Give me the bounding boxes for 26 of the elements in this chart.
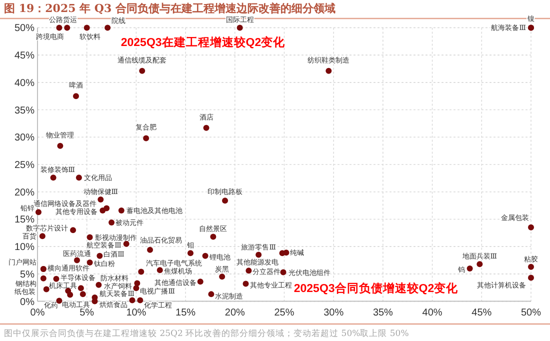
- x-tick-label: 5%: [80, 307, 94, 318]
- y-tick-label: 40%: [14, 78, 35, 89]
- x-axis-title: 2025Q3合同负债增速较Q2变化: [294, 281, 460, 295]
- x-tick-label: 0%: [30, 307, 45, 318]
- x-tick-label: 25%: [274, 307, 294, 318]
- x-tick-label: 50%: [520, 307, 542, 318]
- y-tick-label: 35%: [14, 105, 35, 116]
- x-tick-label: 45%: [472, 307, 492, 318]
- x-tick-label: 35%: [372, 307, 394, 318]
- y-tick-label: 5%: [20, 269, 35, 280]
- x-tick-label: 20%: [224, 307, 246, 318]
- y-axis-title: 2025Q3在建工程增速较Q2变化: [120, 35, 286, 49]
- y-tick-label: 20%: [14, 187, 35, 198]
- x-tick-label: 40%: [422, 307, 442, 318]
- y-tick-label: 50%: [14, 23, 35, 34]
- text: 图中仅展示合同负债与在建工程增速较 25Q2 环比改善的部分细分领域；变动若超过 50%取上限 50%: [4, 328, 409, 339]
- y-tick-label: 25%: [14, 160, 35, 171]
- y-tick-label: 15%: [14, 214, 35, 226]
- y-tick-label: 0%: [20, 296, 35, 308]
- y-tick-label: 30%: [14, 132, 35, 144]
- y-tick-label: 10%: [14, 242, 35, 254]
- x-tick-label: 15%: [176, 307, 196, 318]
- x-tick-label: 10%: [126, 307, 146, 318]
- y-tick-label: 45%: [14, 50, 35, 62]
- x-tick-label: 30%: [324, 307, 344, 318]
- chart-title: 图 19：2025 年 Q3 合同负债与在建工程增速边际改善的细分领域: [4, 2, 336, 15]
